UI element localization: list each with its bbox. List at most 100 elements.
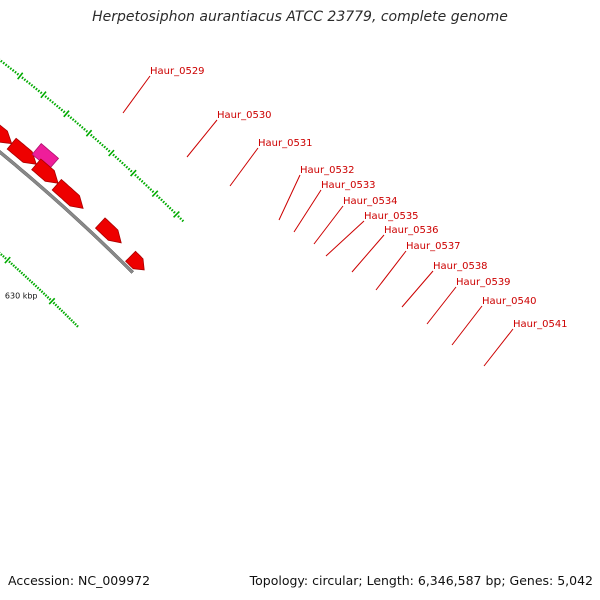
gene-label-leader: [401, 270, 434, 308]
tick-mark: [80, 126, 84, 129]
gene-label: Haur_0531: [258, 138, 313, 149]
tick-mark: [60, 309, 64, 313]
tick-mark: [101, 143, 104, 147]
tick-mark: [56, 305, 60, 309]
tick-mark: [78, 124, 82, 127]
tick-mark: [4, 63, 8, 67]
tick-mark: [4, 256, 11, 264]
gene-label: Haur_0530: [217, 110, 272, 121]
outer-tick-ring: [0, 58, 185, 223]
tick-mark: [98, 141, 102, 145]
gene-label: Haur_0540: [482, 296, 537, 307]
tick-mark: [96, 139, 100, 143]
tick-mark: [127, 167, 131, 171]
tick-mark: [103, 145, 107, 149]
gene-label: Haur_0539: [456, 277, 511, 288]
gene-label-leader: [426, 286, 457, 325]
tick-mark: [71, 118, 75, 121]
inner-tick-ring: [0, 251, 79, 328]
tick-mark: [54, 303, 58, 307]
tick-mark: [92, 135, 95, 139]
tick-mark: [85, 129, 93, 137]
tick-mark: [4, 256, 7, 260]
gene-arrow: [125, 250, 145, 271]
page-title: Herpetosiphon aurantiacus ATCC 23779, co…: [92, 9, 508, 25]
gene-label: Haur_0536: [384, 225, 439, 236]
gene-label-leader: [451, 305, 483, 346]
tick-mark: [23, 78, 27, 82]
tick-mark: [25, 80, 29, 83]
tick-mark: [177, 215, 180, 218]
tick-mark: [40, 91, 47, 99]
gene-arrow: [31, 158, 59, 184]
tick-mark: [173, 211, 180, 218]
gene-label: Haur_0537: [406, 241, 461, 252]
tick-mark: [140, 179, 144, 183]
tick-mark: [129, 169, 133, 173]
tick-mark: [32, 85, 36, 89]
tick-mark: [34, 284, 38, 288]
tick-mark: [44, 294, 48, 297]
gene-arrow: [51, 178, 84, 209]
tick-mark: [21, 76, 24, 80]
tick-mark: [38, 288, 42, 292]
tick-mark: [168, 206, 172, 210]
tick-mark: [179, 217, 183, 221]
gene-label: Haur_0535: [364, 211, 419, 222]
tick-mark: [64, 313, 68, 317]
tick-mark: [170, 208, 174, 212]
tick-mark: [20, 271, 24, 275]
tick-mark: [76, 122, 80, 125]
gene-label: Haur_0541: [513, 319, 568, 330]
tick-mark: [58, 307, 62, 311]
tick-mark: [138, 177, 142, 181]
tick-mark: [68, 317, 72, 320]
tick-mark: [24, 275, 28, 279]
tick-mark: [11, 69, 15, 72]
tick-mark: [14, 70, 17, 74]
tick-mark: [16, 267, 20, 271]
tick-mark: [58, 106, 61, 110]
gene-label: Haur_0538: [433, 261, 488, 272]
tick-mark: [35, 87, 38, 91]
gene-arrow: [6, 137, 37, 165]
tick-mark: [62, 110, 66, 114]
tick-mark: [66, 315, 70, 318]
gene-label-leader: [313, 205, 344, 245]
tick-mark: [147, 186, 150, 189]
tick-mark: [48, 297, 56, 305]
tick-mark: [30, 280, 34, 284]
tick-mark: [118, 159, 122, 163]
tick-mark: [9, 67, 13, 70]
tick-mark: [32, 282, 36, 286]
tick-mark: [136, 175, 140, 179]
tick-mark: [28, 279, 32, 282]
tick-mark: [116, 157, 120, 161]
tick-mark: [16, 72, 20, 76]
tick-mark: [36, 286, 40, 290]
tick-mark: [142, 181, 146, 185]
tick-mark: [52, 301, 56, 305]
tick-mark: [39, 91, 43, 95]
tick-mark: [46, 295, 50, 299]
tick-mark: [18, 269, 22, 273]
tick-mark: [0, 253, 3, 256]
tick-mark: [107, 149, 111, 153]
tick-mark: [12, 264, 16, 267]
tick-mark: [108, 149, 115, 157]
gene-label-leader: [278, 174, 301, 221]
tick-mark: [83, 127, 86, 131]
tick-mark: [28, 82, 31, 85]
tick-mark: [44, 95, 48, 98]
tick-mark: [123, 163, 126, 167]
gene-label: Haur_0532: [300, 165, 355, 176]
tick-mark: [89, 133, 93, 137]
tick-mark: [157, 196, 161, 200]
tick-mark: [55, 104, 59, 108]
tick-mark: [130, 169, 137, 177]
tick-mark: [2, 255, 5, 258]
tick-mark: [7, 65, 10, 69]
tick-mark: [94, 137, 98, 141]
